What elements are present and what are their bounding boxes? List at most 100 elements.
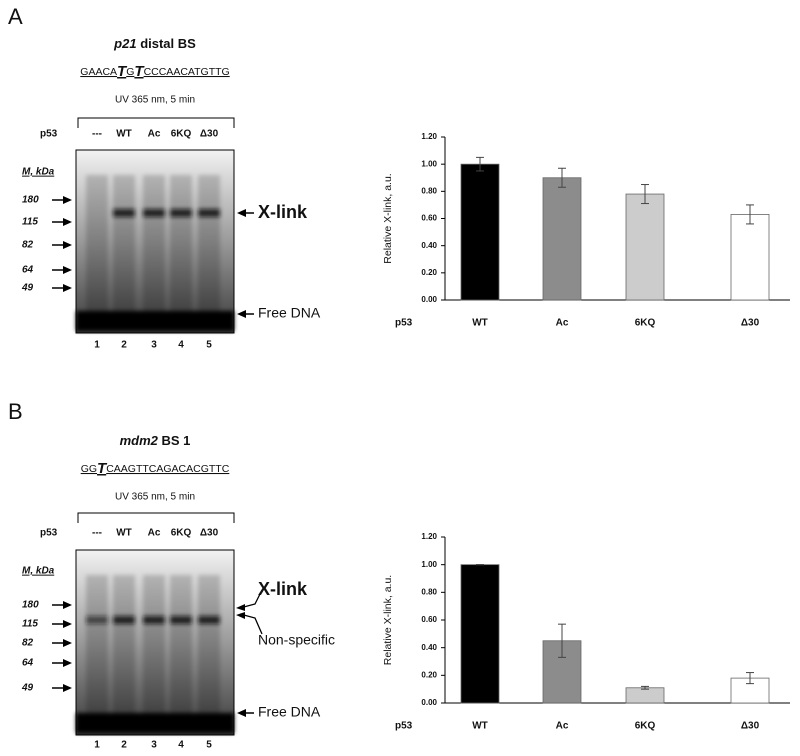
- free-dna: [76, 311, 234, 331]
- bar: [542, 640, 582, 704]
- arrow-head: [237, 209, 246, 217]
- y-tick-label: 1.20: [421, 532, 437, 541]
- title-part: p21: [113, 36, 136, 51]
- annotation: X-link: [258, 579, 308, 599]
- lane-number: 1: [94, 340, 100, 351]
- title-part: mdm2: [120, 433, 159, 448]
- sequence: GGTCAAGTTCAGACACGTTC: [81, 460, 230, 477]
- panel-letter: A: [8, 4, 23, 29]
- arrow-head: [237, 709, 246, 717]
- y-tick-label: 0.60: [421, 615, 437, 624]
- row-label: p53: [40, 129, 58, 140]
- y-tick-label: 0.80: [421, 587, 437, 596]
- lane-label: Δ30: [200, 129, 219, 140]
- bracket: [77, 117, 235, 128]
- annotation: Non-specific: [258, 632, 335, 648]
- y-tick-label: 0.40: [421, 643, 437, 652]
- x-tick-label: Δ30: [741, 318, 760, 329]
- x-tick-label: WT: [472, 318, 488, 329]
- arrow-head: [63, 284, 72, 292]
- bar: [460, 564, 500, 704]
- bar: [625, 687, 665, 704]
- annotation: Free DNA: [258, 704, 321, 720]
- arrow-head: [63, 601, 72, 609]
- marker-label: 82: [22, 240, 34, 251]
- lane-smear: [198, 175, 220, 313]
- x-axis-label: p53: [395, 721, 413, 732]
- band: [198, 209, 220, 217]
- marker-label: 49: [21, 683, 34, 694]
- y-tick-label: 0.20: [421, 670, 437, 679]
- x-axis-label: p53: [395, 318, 413, 329]
- y-tick-label: 1.00: [421, 560, 437, 569]
- x-tick-label: 6KQ: [635, 721, 656, 732]
- lane-smear: [113, 575, 135, 715]
- marker-label: 64: [22, 658, 34, 669]
- band: [170, 616, 192, 624]
- band: [143, 209, 165, 217]
- arrow-head: [63, 218, 72, 226]
- marker-label: 115: [22, 619, 38, 630]
- lane-number: 3: [151, 340, 157, 351]
- marker-title: M, kDa: [22, 566, 55, 577]
- lane-smear: [198, 575, 220, 715]
- arrow-head: [63, 266, 72, 274]
- lane-smear: [86, 575, 108, 715]
- y-tick-label: 0.20: [421, 268, 437, 277]
- x-tick-label: WT: [472, 721, 488, 732]
- bar: [730, 214, 770, 301]
- y-tick-label: 0.60: [421, 214, 437, 223]
- sequence-part: CAAGTTCAGACACGTTC: [106, 463, 230, 475]
- band: [143, 616, 165, 624]
- lane-number: 2: [121, 340, 127, 351]
- marker-label: 49: [21, 283, 34, 294]
- title-part: BS 1: [158, 433, 191, 448]
- band: [170, 209, 192, 217]
- free-dna: [76, 713, 234, 733]
- lane-number: 5: [206, 740, 212, 751]
- sequence-part: GG: [81, 463, 97, 475]
- gel-title: p21 distal BS: [113, 36, 196, 51]
- lane-label: ---: [92, 528, 102, 539]
- band: [113, 616, 135, 624]
- arrow-head: [63, 241, 72, 249]
- marker-title: M, kDa: [22, 167, 55, 178]
- marker-label: 82: [22, 638, 34, 649]
- y-axis-label: Relative X-link, a.u.: [382, 173, 394, 263]
- arrow-head: [63, 659, 72, 667]
- y-axis-label: Relative X-link, a.u.: [382, 575, 394, 665]
- marker-label: 180: [22, 195, 39, 206]
- annotation: X-link: [258, 202, 308, 222]
- sequence-part: GAACA: [80, 66, 117, 78]
- x-tick-label: Ac: [556, 318, 569, 329]
- lane-label: Ac: [148, 528, 161, 539]
- y-tick-label: 1.00: [421, 159, 437, 168]
- lane-smear: [170, 175, 192, 313]
- y-tick-label: 0.40: [421, 241, 437, 250]
- condition: UV 365 nm, 5 min: [115, 95, 195, 106]
- lane-number: 4: [178, 340, 184, 351]
- arrow-head: [63, 620, 72, 628]
- arrow-head: [63, 684, 72, 692]
- x-tick-label: Ac: [556, 721, 569, 732]
- lane-number: 1: [94, 740, 100, 751]
- lane-label: Δ30: [200, 528, 219, 539]
- lane-label: ---: [92, 129, 102, 140]
- bracket: [77, 512, 235, 523]
- marker-label: 180: [22, 600, 39, 611]
- sequence: GAACATGTCCCAACATGTTG: [80, 63, 229, 80]
- lane-label: WT: [116, 528, 132, 539]
- annotation: Free DNA: [258, 305, 321, 321]
- x-tick-label: Δ30: [741, 721, 760, 732]
- lane-label: WT: [116, 129, 132, 140]
- arrow-head: [63, 639, 72, 647]
- y-tick-label: 1.20: [421, 132, 437, 141]
- condition: UV 365 nm, 5 min: [115, 492, 195, 503]
- y-tick-label: 0.00: [421, 698, 437, 707]
- arrow-head: [63, 196, 72, 204]
- panel-letter: B: [8, 399, 23, 424]
- band: [113, 209, 135, 217]
- title-part: distal BS: [137, 36, 197, 51]
- lane-smear: [113, 175, 135, 313]
